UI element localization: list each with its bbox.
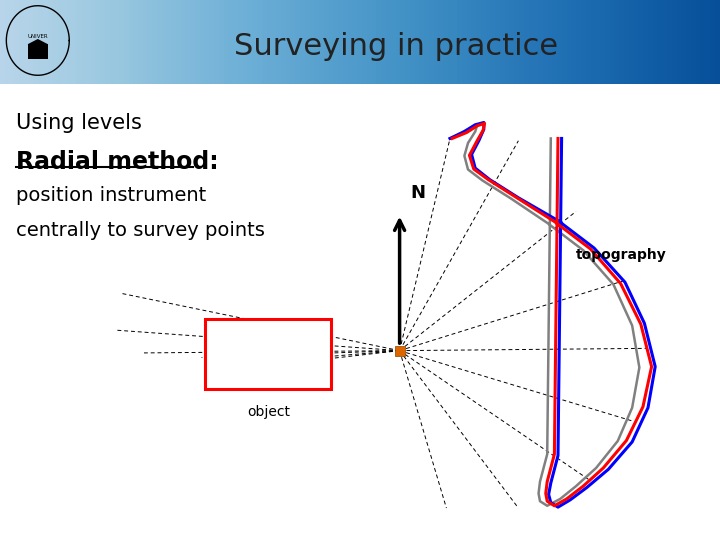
Text: object: object: [247, 406, 290, 420]
Polygon shape: [27, 39, 48, 44]
Text: Surveying in practice: Surveying in practice: [234, 31, 558, 60]
Bar: [205, 319, 331, 389]
Text: topography: topography: [576, 248, 667, 262]
Text: N: N: [410, 184, 426, 202]
Text: position instrument: position instrument: [16, 186, 206, 205]
Text: SITET: SITET: [30, 44, 45, 49]
Text: Radial method:: Radial method:: [16, 150, 218, 174]
Text: centrally to survey points: centrally to survey points: [16, 221, 265, 240]
Text: Using levels: Using levels: [16, 113, 142, 133]
Text: UNIVER: UNIVER: [27, 34, 48, 39]
Bar: [27, 44, 48, 59]
